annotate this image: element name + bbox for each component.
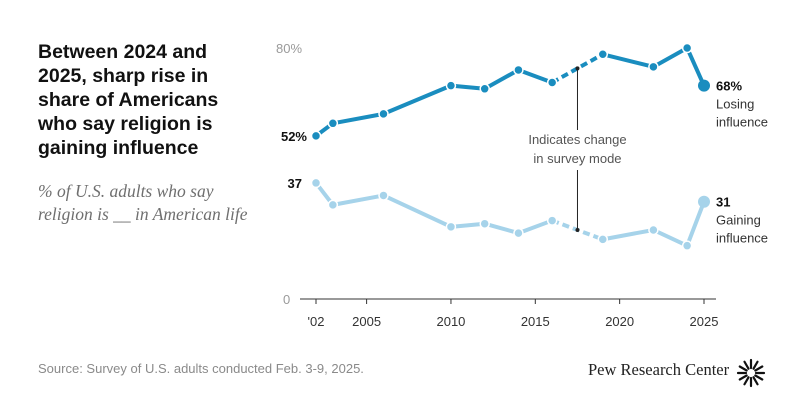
data-point bbox=[681, 240, 693, 251]
data-point bbox=[648, 61, 659, 73]
x-tick-label: 2020 bbox=[605, 314, 634, 329]
gaining-influence-series bbox=[310, 177, 710, 251]
brand-name: Pew Research Center bbox=[588, 360, 730, 379]
logo-ray bbox=[754, 374, 764, 381]
logo-ray bbox=[738, 365, 748, 372]
series-segment bbox=[651, 46, 690, 69]
data-point bbox=[698, 195, 710, 208]
data-point bbox=[310, 177, 322, 189]
annotation-dot-bottom bbox=[575, 227, 580, 232]
annotation-background bbox=[514, 130, 641, 170]
survey-mode-annotation: Indicates change in survey mode bbox=[514, 66, 641, 232]
data-point bbox=[546, 215, 558, 226]
series-segment bbox=[330, 111, 386, 126]
series-labels: 52% 37 68% Losing influence 31 Gaining i… bbox=[281, 79, 768, 246]
logo-ray bbox=[738, 374, 748, 381]
x-ticks: '02 2005 2010 2015 2020 2025 bbox=[308, 299, 719, 329]
data-point bbox=[513, 227, 524, 239]
data-point bbox=[445, 80, 457, 91]
x-tick-label: 2005 bbox=[352, 314, 381, 329]
losing-influence-series bbox=[310, 42, 710, 142]
series-segment bbox=[685, 46, 706, 88]
series bbox=[310, 42, 710, 251]
series-segment bbox=[381, 83, 453, 116]
series-segment bbox=[482, 221, 521, 236]
data-point bbox=[648, 224, 659, 236]
logo-ray bbox=[743, 360, 750, 370]
annotation-text-line-1: Indicates change bbox=[528, 132, 626, 147]
y-tick-label-80: 80% bbox=[276, 41, 302, 56]
losing-start-label: 52% bbox=[281, 129, 307, 144]
annotation-dot-top bbox=[575, 66, 580, 71]
x-tick-label: 2010 bbox=[436, 314, 465, 329]
series-segment bbox=[448, 221, 487, 229]
losing-end-label: 68% bbox=[716, 79, 742, 94]
data-point bbox=[310, 130, 322, 142]
series-segment bbox=[516, 218, 555, 236]
data-point bbox=[479, 83, 490, 95]
annotation-text-line-2: in survey mode bbox=[533, 151, 621, 166]
data-point bbox=[378, 190, 389, 201]
gaining-series-name-line-2: influence bbox=[716, 231, 768, 246]
logo-ray bbox=[752, 360, 759, 370]
chart-subtitle: % of U.S. adults who say religion is __ … bbox=[38, 181, 248, 224]
logo-ray bbox=[743, 376, 750, 386]
series-segment bbox=[685, 199, 706, 248]
data-point bbox=[597, 234, 609, 245]
x-tick-label: 2015 bbox=[521, 314, 550, 329]
data-point bbox=[479, 218, 490, 229]
gaining-series-name-line-1: Gaining bbox=[716, 213, 761, 228]
source-note: Source: Survey of U.S. adults conducted … bbox=[38, 361, 364, 376]
data-point bbox=[546, 77, 558, 88]
losing-series-name-line-1: Losing bbox=[716, 97, 754, 112]
axis: 80% 0 bbox=[276, 41, 716, 307]
gaining-start-label: 37 bbox=[288, 176, 302, 191]
data-point bbox=[597, 49, 609, 60]
logo-ray bbox=[754, 365, 764, 372]
logo-ray bbox=[752, 376, 759, 386]
data-point bbox=[681, 42, 693, 54]
data-point bbox=[698, 79, 710, 92]
series-segment bbox=[448, 83, 487, 91]
pew-logo-icon bbox=[736, 358, 766, 388]
data-point bbox=[327, 199, 339, 211]
data-point bbox=[327, 118, 339, 129]
series-segment bbox=[516, 67, 555, 85]
series-segment bbox=[600, 227, 656, 242]
losing-series-name-line-2: influence bbox=[716, 115, 768, 130]
y-tick-label-0: 0 bbox=[283, 292, 290, 307]
x-tick-label: 2025 bbox=[690, 314, 719, 329]
series-segment bbox=[651, 227, 690, 248]
data-point bbox=[445, 221, 457, 233]
series-segment bbox=[600, 52, 656, 69]
data-point bbox=[378, 108, 389, 120]
chart-title: Between 2024 and 2025, sharp rise in sha… bbox=[38, 41, 219, 159]
series-segment bbox=[330, 193, 386, 207]
gaining-end-label: 31 bbox=[716, 195, 730, 210]
series-segment bbox=[482, 67, 521, 91]
data-point bbox=[513, 64, 524, 76]
series-segment bbox=[381, 193, 453, 229]
x-tick-label: '02 bbox=[308, 314, 325, 329]
